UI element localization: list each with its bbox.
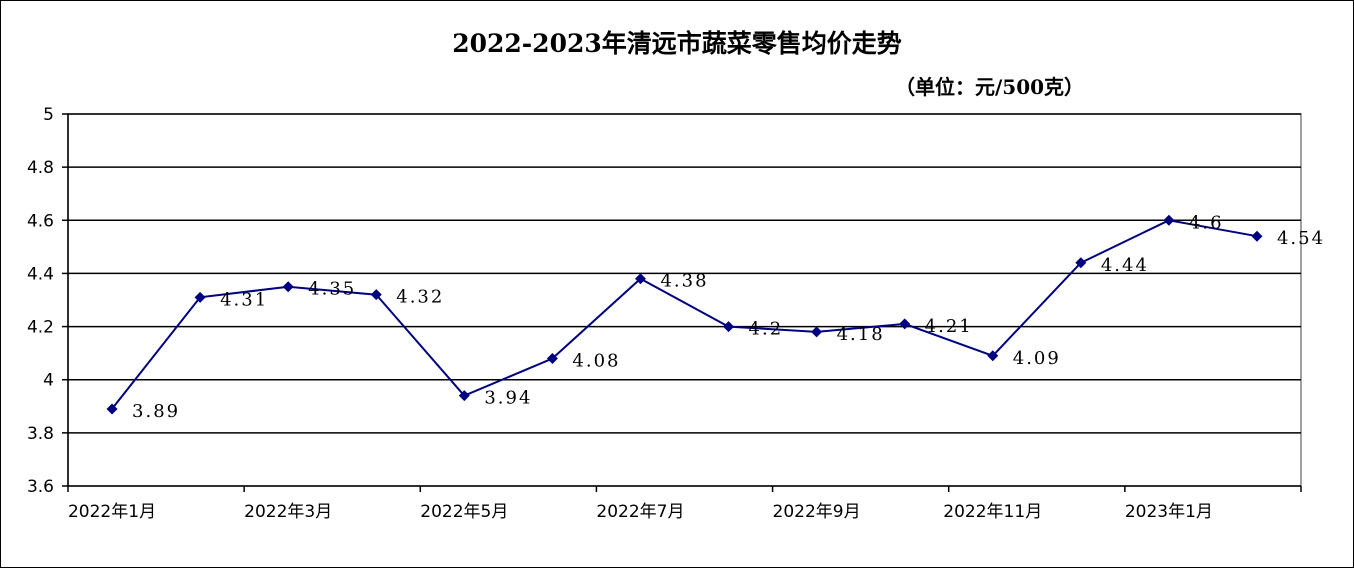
x-tick-label: 2022年1月: [68, 502, 156, 522]
data-label: 3.89: [132, 401, 180, 422]
data-label: 4.31: [220, 289, 268, 310]
data-label: 4.44: [1101, 255, 1149, 276]
data-label: 4.18: [837, 324, 885, 345]
data-label: 4.32: [396, 287, 444, 308]
y-tick-label: 4.6: [27, 211, 54, 231]
x-tick-label: 2022年3月: [244, 502, 332, 522]
series-line: [111, 219, 1258, 410]
data-point-marker: [634, 273, 646, 285]
data-label: 4.6: [1189, 212, 1224, 233]
x-tick-label: 2022年5月: [420, 502, 508, 522]
x-tick-label: 2023年1月: [1125, 502, 1213, 522]
data-label: 4.2: [749, 319, 784, 340]
data-point-marker: [282, 281, 294, 293]
data-point-marker: [106, 403, 118, 415]
data-point-marker: [811, 326, 823, 338]
x-tick-label: 2022年11月: [943, 502, 1042, 522]
y-tick-label: 4: [43, 371, 54, 391]
y-tick-label: 4.2: [27, 318, 54, 338]
plot-area: [67, 113, 1302, 487]
data-point-marker: [723, 321, 735, 333]
data-point-marker: [370, 289, 382, 301]
data-label: 4.09: [1013, 348, 1061, 369]
y-tick-label: 3.8: [27, 424, 54, 444]
data-label: 4.21: [925, 316, 973, 337]
data-label: 4.08: [572, 350, 620, 371]
chart-title: 2022-2023年清远市蔬菜零售均价走势: [452, 29, 902, 58]
data-label: 4.38: [660, 271, 708, 292]
y-tick-label: 4.4: [27, 264, 54, 284]
y-tick-label: 5: [43, 105, 54, 125]
data-point-marker: [987, 350, 999, 362]
data-label: 3.94: [484, 388, 532, 409]
chart-unit: （单位：元/500克）: [895, 75, 1085, 99]
data-label: 4.35: [308, 279, 356, 300]
data-point-marker: [1251, 230, 1263, 242]
y-tick-label: 3.6: [27, 477, 54, 497]
data-point-marker: [458, 390, 470, 402]
data-label: 4.54: [1277, 228, 1325, 249]
data-point-marker: [194, 291, 206, 303]
data-point-marker: [899, 318, 911, 330]
data-point-marker: [546, 352, 558, 364]
x-tick-label: 2022年7月: [596, 502, 684, 522]
data-point-marker: [1075, 257, 1087, 269]
x-tick-label: 2022年9月: [773, 502, 861, 522]
data-point-marker: [1163, 214, 1175, 226]
y-tick-label: 4.8: [27, 158, 54, 178]
